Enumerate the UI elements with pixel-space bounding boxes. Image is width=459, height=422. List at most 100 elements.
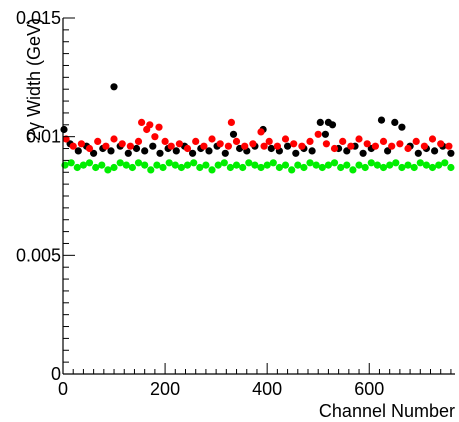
data-point: [62, 135, 70, 143]
data-point: [414, 149, 422, 157]
data-point: [422, 161, 430, 169]
data-point: [110, 83, 118, 91]
data-point: [257, 128, 265, 136]
data-point: [288, 166, 296, 174]
ticks-layer: [62, 17, 452, 375]
data-point: [165, 159, 173, 167]
y-tick-label: 0.01: [26, 127, 61, 147]
data-point: [398, 163, 406, 172]
data-point: [275, 163, 283, 172]
data-point: [67, 159, 75, 167]
data-point: [257, 163, 265, 172]
data-point: [245, 159, 253, 167]
data-point: [196, 163, 204, 172]
data-point: [90, 149, 98, 157]
data-point: [146, 121, 154, 129]
data-point: [85, 159, 94, 167]
data-point: [183, 161, 192, 169]
x-axis-title: Channel Number: [319, 401, 455, 421]
data-point: [437, 140, 445, 148]
data-point: [229, 130, 238, 138]
data-point: [343, 147, 351, 155]
data-point: [404, 161, 412, 169]
data-point: [190, 159, 198, 167]
data-point: [359, 149, 367, 157]
data-point: [134, 137, 143, 145]
data-point: [147, 166, 155, 174]
data-point: [98, 161, 106, 169]
data-point: [126, 142, 134, 150]
data-point: [306, 159, 314, 167]
data-point: [224, 142, 232, 150]
data-point: [172, 147, 180, 155]
data-point: [391, 118, 399, 126]
data-point: [155, 123, 163, 131]
data-point: [153, 161, 161, 169]
data-point: [202, 161, 210, 169]
data-point: [355, 135, 363, 143]
data-point: [171, 161, 179, 169]
data-point: [292, 149, 300, 157]
data-point: [102, 142, 110, 150]
data-point: [263, 161, 271, 169]
x-tick-label: 200: [150, 379, 180, 399]
data-point: [200, 142, 208, 150]
data-point: [377, 116, 386, 124]
x-tick-label: 0: [58, 379, 68, 399]
data-point: [151, 133, 159, 141]
data-point: [300, 163, 308, 172]
data-point: [249, 140, 257, 148]
data-point: [241, 142, 249, 150]
data-point: [227, 118, 235, 126]
data-point: [308, 147, 316, 155]
tick-labels-layer: 0 200 400 600 0 0.005 0.01 0.015: [16, 8, 384, 399]
data-point: [122, 161, 130, 169]
data-point: [128, 163, 136, 172]
data-point: [110, 135, 118, 143]
data-point: [373, 161, 381, 169]
data-point: [239, 163, 247, 172]
data-point: [312, 161, 320, 169]
data-point: [420, 142, 428, 150]
data-point: [447, 163, 455, 172]
y-axis-title: 2γ Width (GeV): [24, 18, 44, 141]
data-point: [60, 125, 68, 134]
data-point: [269, 159, 277, 167]
data-point: [386, 161, 394, 169]
data-point: [363, 140, 371, 148]
data-point: [371, 142, 379, 150]
y-tick-label: 0: [51, 364, 61, 384]
data-point: [192, 137, 200, 145]
data-point: [316, 118, 324, 126]
data-point: [290, 140, 298, 148]
data-point: [94, 137, 102, 145]
data-point: [69, 142, 77, 150]
data-point: [189, 149, 197, 157]
data-point: [431, 147, 439, 155]
data-point: [134, 159, 143, 167]
data-point: [208, 166, 216, 174]
data-point: [265, 137, 273, 145]
data-point: [330, 159, 339, 167]
axes-layer: [62, 18, 455, 375]
data-point: [208, 135, 216, 143]
data-point: [412, 137, 420, 145]
x-tick-label: 400: [252, 379, 282, 399]
data-point: [361, 163, 369, 172]
data-point: [281, 135, 290, 143]
data-point: [232, 137, 241, 145]
data-point: [216, 140, 224, 148]
data-point: [221, 149, 229, 157]
data-point: [330, 144, 339, 153]
data-point: [321, 130, 329, 138]
data-point: [343, 161, 351, 169]
data-point: [273, 142, 281, 150]
data-point: [441, 159, 449, 167]
data-point: [267, 144, 275, 153]
data-point: [73, 163, 81, 172]
data-point: [77, 140, 85, 148]
data-point: [116, 159, 124, 167]
data-point: [92, 163, 100, 172]
data-point: [324, 161, 332, 169]
data-point: [379, 137, 388, 145]
